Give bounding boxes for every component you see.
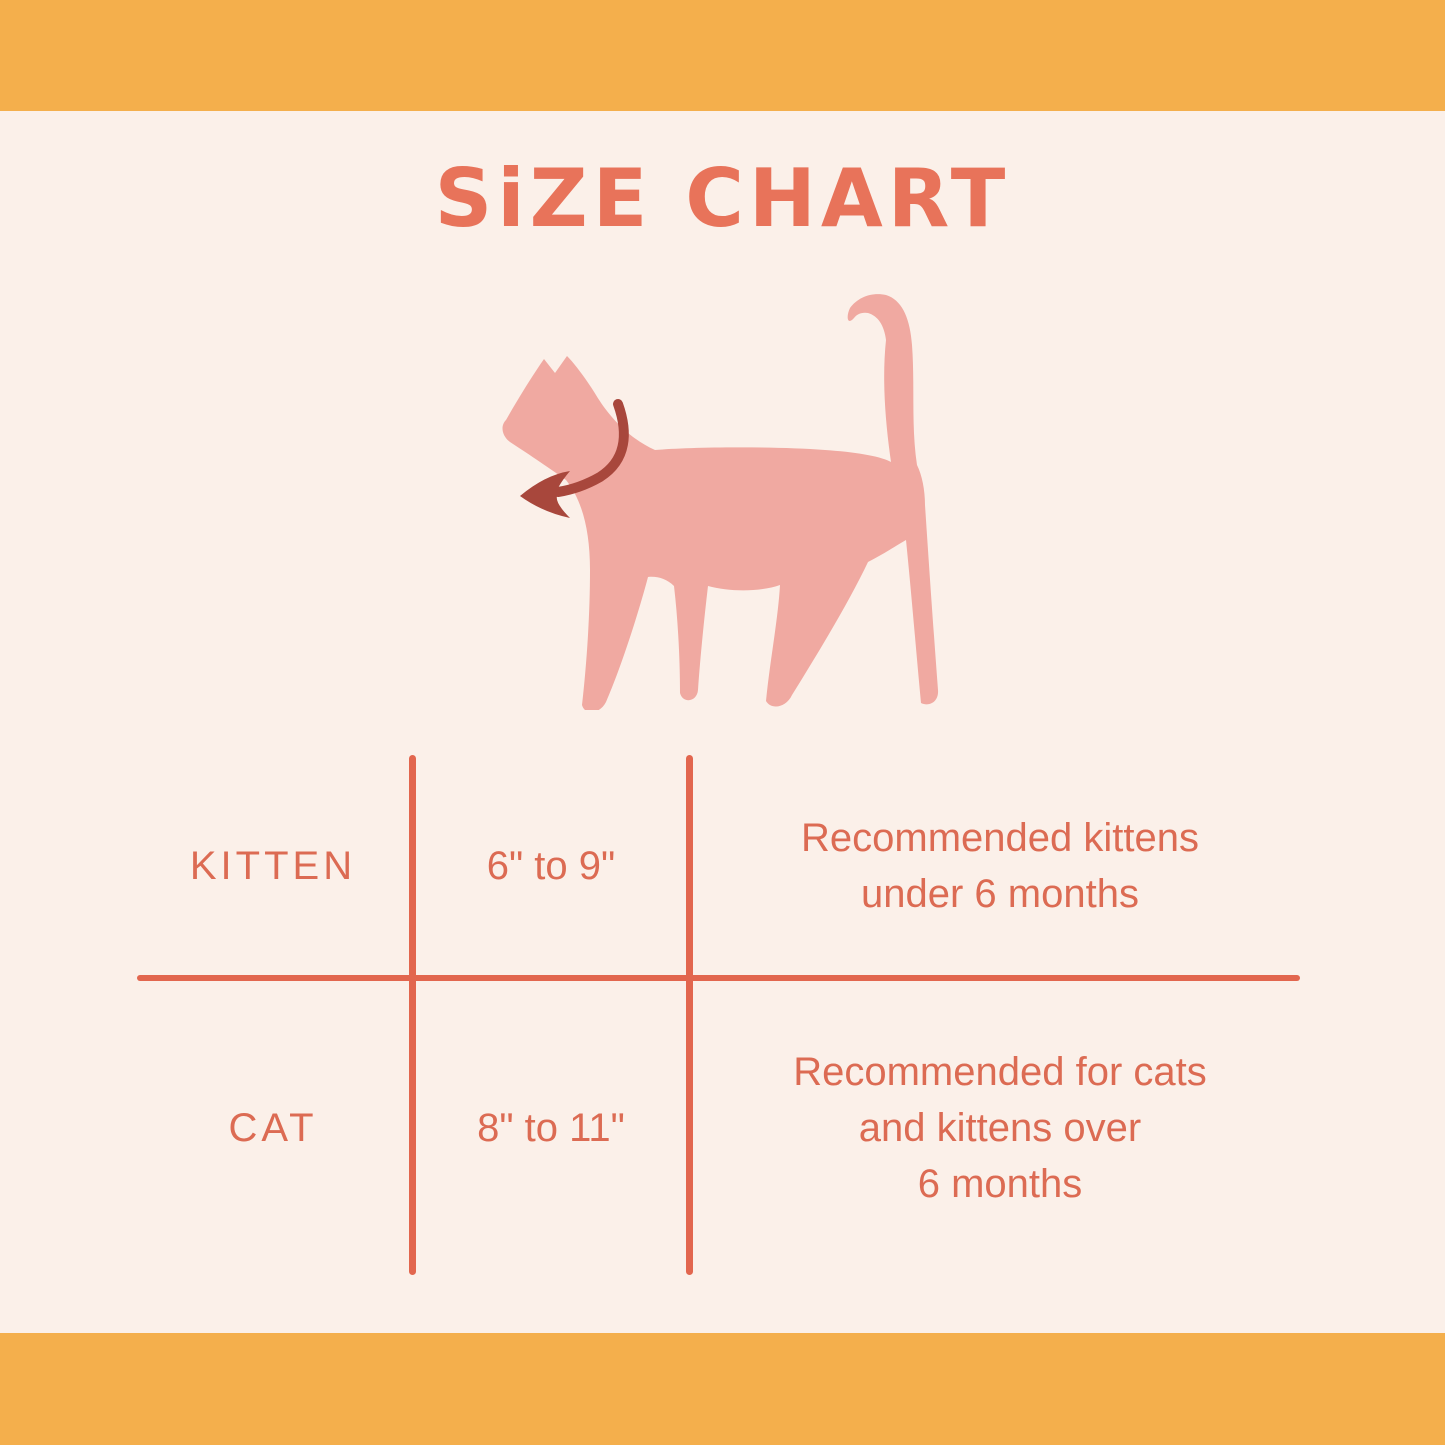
cat-silhouette-svg: [502, 294, 939, 713]
size-name-cat: CAT: [228, 1106, 318, 1150]
recommendation-kitten-line-2: under 6 months: [861, 872, 1139, 916]
cat-silhouette: [502, 294, 939, 713]
collar-arrowhead-icon: [520, 471, 570, 518]
recommendation-cat: Recommended for cats and kittens over 6 …: [693, 981, 1307, 1275]
recommendation-kitten: Recommended kittens under 6 months: [693, 757, 1307, 975]
table-vertical-line-2: [686, 755, 693, 1275]
table-vertical-line-1: [409, 755, 416, 1275]
top-orange-band: [0, 0, 1445, 111]
recommendation-kitten-line-1: Recommended kittens: [801, 816, 1199, 860]
collar-arrow-icon: [553, 399, 629, 497]
cat-illustration: [470, 270, 970, 713]
table-horizontal-line: [137, 975, 1300, 981]
size-range-cat: 8" to 11": [477, 1106, 625, 1150]
size-range-kitten: 6" to 9": [486, 844, 616, 888]
recommendation-cat-line-1: Recommended for cats: [793, 1050, 1207, 1094]
bottom-orange-band: [0, 1333, 1445, 1445]
page-title: SiZE CHART: [434, 152, 1011, 245]
size-name-kitten: KITTEN: [189, 844, 357, 888]
recommendation-cat-line-2: and kittens over: [858, 1106, 1142, 1150]
recommendation-cat-line-3: 6 months: [917, 1162, 1083, 1206]
